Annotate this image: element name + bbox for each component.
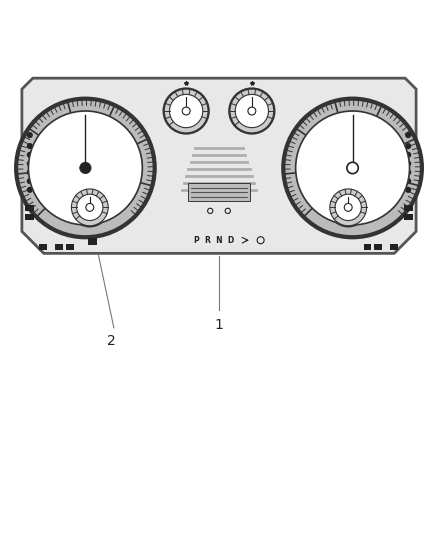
Circle shape: [248, 107, 256, 115]
Circle shape: [27, 187, 33, 193]
Circle shape: [296, 111, 410, 225]
Circle shape: [77, 194, 103, 221]
Circle shape: [170, 94, 203, 128]
Circle shape: [347, 162, 358, 174]
Circle shape: [228, 87, 276, 135]
Bar: [25, 214, 34, 220]
Circle shape: [80, 162, 91, 174]
Circle shape: [405, 178, 411, 184]
Circle shape: [335, 194, 361, 221]
Circle shape: [182, 107, 190, 115]
Bar: [404, 214, 413, 220]
Circle shape: [14, 96, 157, 239]
Circle shape: [235, 94, 268, 128]
Circle shape: [70, 187, 110, 228]
Bar: [55, 244, 63, 250]
Circle shape: [405, 143, 411, 149]
Circle shape: [71, 189, 108, 226]
Bar: [188, 183, 250, 201]
Circle shape: [328, 187, 368, 228]
Bar: [374, 244, 382, 250]
Circle shape: [27, 132, 33, 138]
Circle shape: [18, 100, 153, 236]
Circle shape: [405, 169, 411, 175]
Text: 2: 2: [107, 334, 116, 349]
Circle shape: [405, 187, 411, 193]
Circle shape: [27, 160, 33, 167]
Circle shape: [164, 89, 208, 133]
Circle shape: [27, 169, 33, 175]
Bar: [66, 244, 74, 250]
Bar: [25, 205, 34, 211]
Text: 1: 1: [215, 318, 223, 332]
Text: P  R  N  D: P R N D: [194, 236, 235, 245]
Circle shape: [405, 160, 411, 167]
Bar: [364, 244, 371, 250]
Circle shape: [285, 100, 420, 236]
Circle shape: [28, 111, 142, 225]
Circle shape: [344, 204, 352, 211]
Circle shape: [27, 178, 33, 184]
Circle shape: [27, 143, 33, 149]
Bar: [390, 244, 398, 250]
Bar: [39, 244, 47, 250]
Circle shape: [27, 152, 33, 158]
Circle shape: [330, 189, 367, 226]
Circle shape: [86, 204, 94, 211]
Circle shape: [281, 96, 424, 239]
Bar: [404, 205, 413, 211]
Polygon shape: [22, 78, 416, 253]
Circle shape: [230, 89, 274, 133]
Bar: [88, 238, 97, 245]
Circle shape: [162, 87, 210, 135]
Circle shape: [405, 152, 411, 158]
Circle shape: [405, 132, 411, 138]
